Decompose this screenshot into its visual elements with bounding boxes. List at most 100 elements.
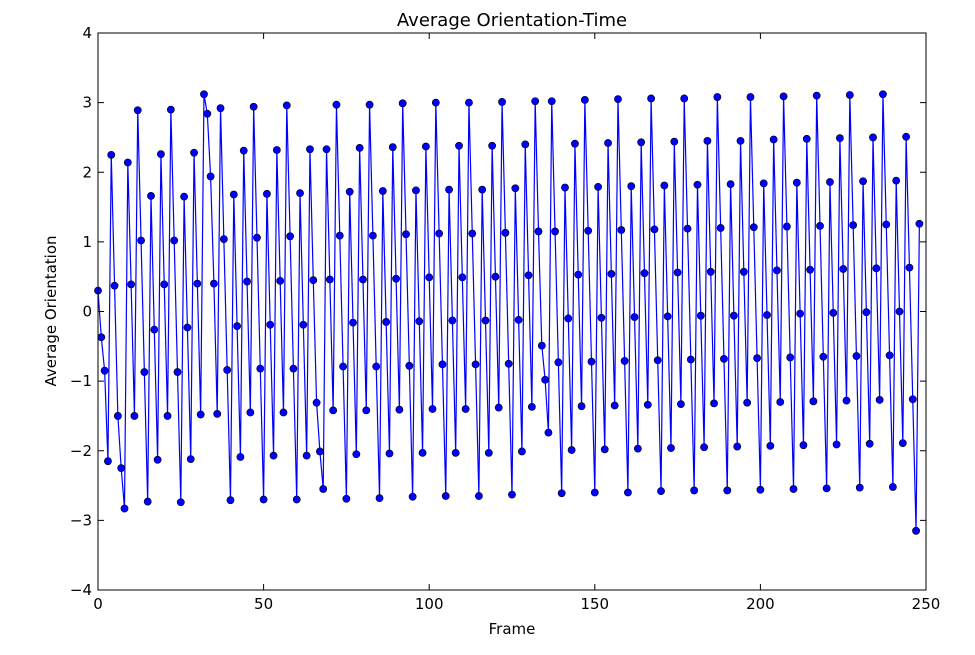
data-point — [484, 448, 493, 457]
data-point — [892, 176, 901, 185]
data-point — [266, 320, 275, 329]
data-point — [289, 364, 298, 373]
data-point — [173, 368, 182, 376]
data-point — [587, 357, 596, 366]
data-point — [388, 143, 397, 152]
data-point — [186, 455, 195, 464]
x-tick-label: 0 — [93, 595, 103, 613]
data-point — [590, 488, 599, 497]
data-point — [183, 323, 192, 332]
data-point — [465, 98, 473, 107]
data-point — [551, 227, 559, 236]
data-point — [107, 150, 116, 159]
data-point — [253, 233, 261, 242]
data-point — [597, 313, 606, 322]
data-point — [617, 226, 626, 234]
data-point — [819, 352, 828, 361]
data-point — [392, 274, 400, 283]
data-point — [763, 311, 771, 319]
data-point — [100, 366, 109, 375]
data-point — [378, 187, 387, 195]
data-point — [690, 486, 699, 495]
data-point — [700, 443, 708, 452]
data-point — [647, 94, 655, 103]
data-point — [259, 495, 268, 504]
data-point — [696, 311, 705, 320]
data-point — [123, 158, 132, 167]
data-point — [541, 375, 550, 384]
data-point — [855, 483, 864, 492]
data-point — [842, 396, 851, 405]
data-point — [104, 457, 112, 466]
data-point — [306, 145, 314, 154]
data-point — [243, 277, 251, 286]
y-tick-label: 4 — [82, 24, 92, 42]
data-point — [650, 225, 659, 234]
data-point — [739, 267, 748, 276]
y-tick-label: 2 — [82, 163, 92, 181]
data-point — [604, 139, 612, 147]
x-axis-label: Frame — [489, 620, 536, 638]
data-point — [445, 185, 453, 194]
y-tick-label: 3 — [82, 94, 92, 112]
data-point — [339, 362, 347, 371]
data-point — [786, 353, 795, 362]
data-point — [405, 361, 414, 370]
data-point — [845, 91, 854, 99]
y-tick-label: −4 — [70, 581, 92, 599]
data-point — [468, 229, 477, 238]
data-point — [315, 447, 324, 456]
data-point — [335, 231, 344, 240]
data-point — [408, 492, 417, 501]
data-point — [630, 313, 639, 321]
data-point — [912, 526, 920, 535]
data-point — [792, 178, 801, 187]
data-point — [667, 444, 675, 452]
data-point — [743, 398, 752, 407]
data-point — [213, 409, 222, 418]
data-point — [713, 93, 722, 101]
x-tick-label: 250 — [912, 595, 941, 613]
data-point — [511, 184, 520, 193]
data-point — [498, 98, 506, 106]
data-point — [196, 410, 205, 419]
data-point — [395, 405, 404, 414]
data-point — [276, 276, 285, 285]
data-point — [147, 192, 155, 200]
data-point — [153, 455, 162, 464]
x-tick-label: 150 — [580, 595, 609, 613]
data-point — [329, 406, 338, 415]
data-point — [113, 412, 122, 420]
data-point — [859, 177, 867, 186]
data-point — [637, 138, 646, 147]
data-point — [481, 316, 490, 325]
x-tick-label: 200 — [746, 595, 775, 613]
data-point — [203, 109, 212, 118]
data-point — [660, 181, 669, 190]
data-point — [299, 320, 308, 329]
data-point — [537, 341, 546, 350]
data-point — [319, 485, 328, 493]
data-point — [527, 402, 536, 411]
data-point — [872, 264, 881, 273]
data-point — [246, 408, 255, 417]
data-point — [312, 398, 321, 407]
data-point — [180, 192, 189, 201]
data-point — [332, 100, 341, 109]
data-point — [547, 97, 556, 106]
data-point — [508, 490, 516, 499]
data-point — [670, 137, 679, 146]
data-point — [607, 269, 616, 278]
data-point — [263, 189, 271, 198]
data-point — [269, 451, 278, 460]
data-point — [875, 396, 884, 404]
data-point — [157, 150, 165, 159]
data-point — [345, 187, 354, 196]
data-point — [504, 359, 513, 368]
data-point — [571, 139, 579, 148]
data-point — [759, 179, 768, 188]
data-point — [382, 318, 391, 326]
data-point — [425, 273, 434, 282]
data-point — [296, 189, 304, 198]
